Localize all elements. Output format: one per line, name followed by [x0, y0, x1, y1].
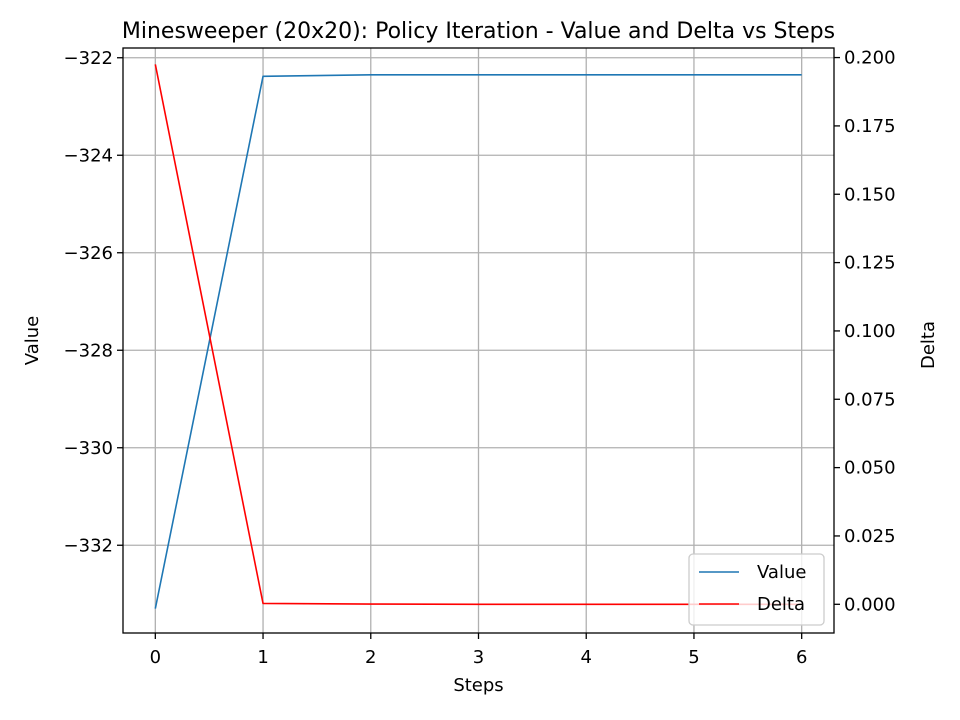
- y-right-tick-label: 0.075: [844, 389, 896, 410]
- y-axis-right-label: Delta: [918, 321, 939, 369]
- x-tick-label: 1: [257, 647, 268, 668]
- x-tick-label: 6: [796, 647, 807, 668]
- y-right-tick-label: 0.025: [844, 526, 896, 547]
- y-axis-left-label: Value: [22, 316, 43, 365]
- grid: [123, 48, 834, 633]
- y-right-tick-label: 0.050: [844, 458, 896, 479]
- x-axis-label: Steps: [453, 675, 503, 696]
- x-tick-label: 2: [365, 647, 376, 668]
- legend-label-value: Value: [757, 562, 806, 583]
- y-right-tick-label: 0.000: [844, 594, 896, 615]
- y-right-tick-label: 0.100: [844, 321, 896, 342]
- y-left-tick-label: −330: [64, 438, 113, 459]
- series-line-value: [154, 74, 802, 609]
- legend: Value Delta: [688, 553, 825, 626]
- y-left-tick-label: −328: [64, 340, 113, 361]
- y-left-tick-label: −332: [64, 535, 113, 556]
- y-axis-right: 0.000 0.025 0.050 0.075 0.100 0.125 0.150 0.175…: [834, 48, 896, 615]
- y-axis-left: −332 −330 −328 −326 −324 −322: [64, 48, 123, 556]
- x-tick-label: 4: [581, 647, 592, 668]
- chart-title: Minesweeper (20x20): Policy Iteration - …: [122, 19, 835, 44]
- y-right-tick-label: 0.200: [844, 48, 896, 69]
- y-left-tick-label: −326: [64, 243, 113, 264]
- legend-label-delta: Delta: [757, 594, 805, 615]
- y-right-tick-label: 0.125: [844, 253, 896, 274]
- y-left-tick-label: −322: [64, 48, 113, 69]
- y-right-tick-label: 0.175: [844, 116, 896, 137]
- y-right-tick-label: 0.150: [844, 184, 896, 205]
- y-left-tick-label: −324: [64, 145, 113, 166]
- x-tick-label: 0: [150, 647, 161, 668]
- x-tick-label: 3: [473, 647, 484, 668]
- x-axis: 0 1 2 3 4 5 6: [150, 633, 807, 668]
- x-tick-label: 5: [688, 647, 699, 668]
